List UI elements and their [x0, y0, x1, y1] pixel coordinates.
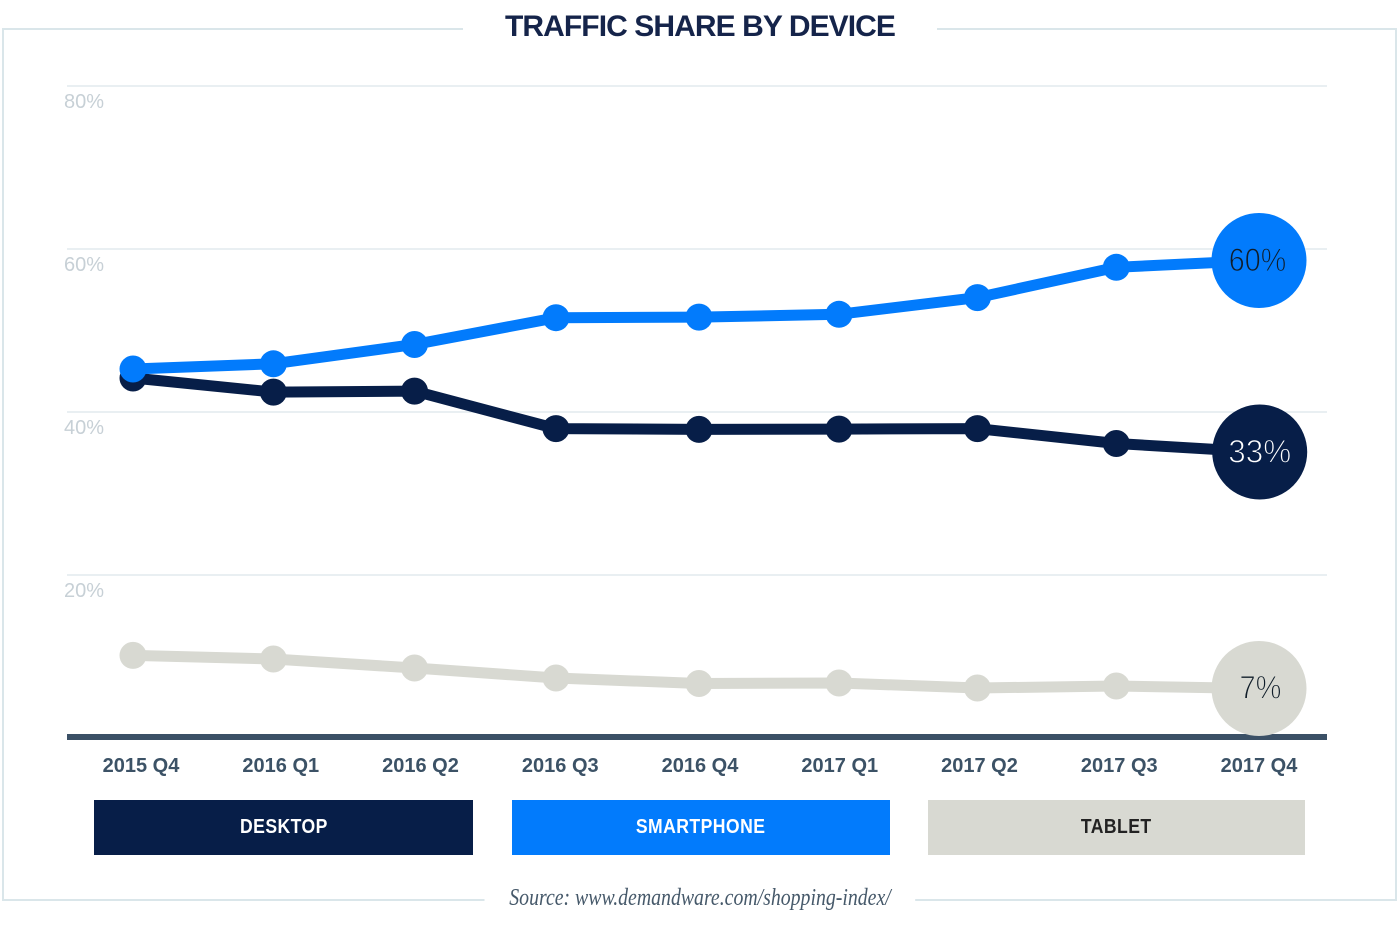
svg-text:60%: 60% [1229, 242, 1287, 278]
svg-text:33%: 33% [1228, 434, 1291, 470]
svg-text:7%: 7% [1240, 670, 1282, 706]
